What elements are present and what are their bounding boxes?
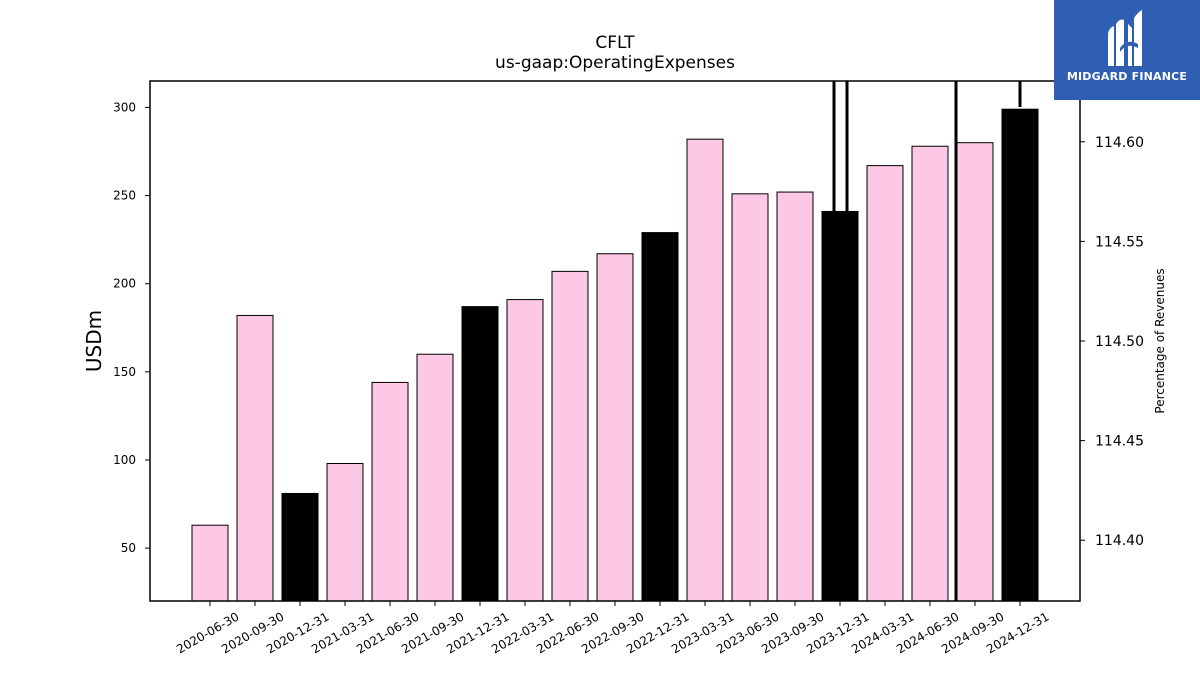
y2-tick-label: 114.40	[1095, 533, 1144, 549]
y-tick-label: 200	[113, 277, 136, 291]
y2-axis: 114.40 114.45 114.50 114.55 114.60	[1080, 135, 1144, 549]
midgard-finance-logo: MIDGARD FINANCE	[1054, 0, 1200, 100]
bar-2022-12-31	[641, 232, 679, 602]
y-tick-label: 250	[113, 189, 136, 203]
y-axis: 50 100 150 200 250 300	[113, 100, 150, 555]
bar-2024-06-30	[911, 145, 949, 602]
bars-group	[191, 108, 1039, 602]
bar-2021-06-30	[371, 381, 409, 602]
bar-2020-09-30	[236, 314, 274, 602]
logo-text: MIDGARD FINANCE	[1066, 70, 1188, 83]
bar-2023-06-30	[731, 193, 769, 602]
bar-2022-03-31	[506, 299, 544, 602]
y-tick-label: 50	[121, 541, 136, 555]
bar-2024-12-31	[1001, 108, 1039, 602]
chart-title: CFLT	[595, 33, 635, 53]
y2-tick-label: 114.45	[1095, 434, 1144, 450]
chart-subtitle: us-gaap:OperatingExpenses	[495, 53, 735, 73]
bar-2024-03-31	[866, 165, 904, 602]
bar-2021-12-31	[461, 306, 499, 602]
y-tick-label: 300	[113, 100, 136, 114]
y2-tick-label: 114.50	[1095, 334, 1144, 350]
x-axis: 2020-06-302020-09-302020-12-312021-03-31…	[174, 601, 1052, 656]
bar-2020-12-31	[281, 492, 319, 602]
y2-axis-label: Percentage of Revenues	[1153, 268, 1167, 413]
bar-2022-06-30	[551, 270, 589, 602]
bar-2023-03-31	[686, 138, 724, 602]
logo-mark-icon	[1108, 10, 1142, 66]
y-axis-label: USDm	[82, 310, 106, 372]
bar-2020-06-30	[191, 524, 229, 602]
lines-group	[832, 81, 1022, 601]
y2-tick-label: 114.60	[1095, 135, 1144, 151]
bar-2023-09-30	[776, 191, 814, 602]
bar-2023-12-31	[821, 210, 859, 602]
y-tick-label: 100	[113, 453, 136, 467]
bar-2021-09-30	[416, 353, 454, 602]
y2-tick-label: 114.55	[1095, 234, 1144, 250]
y-tick-label: 150	[113, 365, 136, 379]
bar-2024-09-30	[956, 142, 994, 602]
bar-2021-03-31	[326, 463, 364, 602]
bar-2022-09-30	[596, 253, 634, 602]
